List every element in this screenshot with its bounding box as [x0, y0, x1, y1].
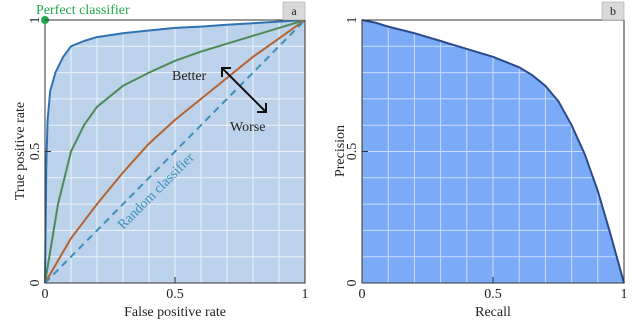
roc-curves [44, 19, 306, 284]
roc-curve-middle [44, 19, 306, 284]
panel-label-b: b [610, 4, 616, 18]
worse-label: Worse [230, 120, 265, 135]
perfect-classifier-label: Perfect classifier [36, 3, 130, 18]
pr-y-axis-label: Precision [333, 125, 348, 177]
roc-panel: a Perfect classifier Random classifier B… [13, 1, 309, 320]
pr-y-tick-label: 0 [345, 280, 360, 287]
pr-y-tick-label: 1 [345, 17, 360, 24]
pr-y-tick-label: 0.5 [345, 143, 360, 161]
pr-x-tick-labels: 0 0.5 1 [359, 277, 628, 302]
pr-grid [362, 20, 624, 283]
random-classifier-line [44, 19, 306, 284]
roc-x-tick-labels: 0 0.5 1 [42, 277, 309, 302]
roc-curve-best [44, 19, 306, 284]
better-label: Better [172, 69, 207, 84]
better-worse-arrow [221, 67, 267, 113]
roc-x-tick-label: 0.5 [166, 287, 184, 302]
roc-y-tick-label: 0 [28, 280, 43, 287]
panel-label-b-box [601, 1, 625, 21]
panel-label-a: a [291, 4, 297, 18]
roc-y-tick-labels: 00.51 [28, 17, 51, 287]
roc-y-tick-label: 1 [28, 17, 43, 24]
pr-x-tick-label: 0.5 [484, 287, 502, 302]
roc-curve-worst [44, 19, 306, 284]
roc-x-tick-label: 1 [302, 287, 309, 302]
pr-x-axis-label: Recall [475, 305, 511, 320]
precision-recall-panel: b 0 0.5 1 00.51 Recall Precision [333, 1, 628, 320]
roc-y-axis-label: True positive rate [13, 102, 28, 200]
pr-x-tick-label: 1 [621, 287, 628, 302]
pr-curve [361, 19, 625, 284]
panel-label-a-box [282, 1, 306, 21]
roc-x-axis-label: False positive rate [124, 305, 226, 320]
roc-x-tick-label: 0 [42, 287, 49, 302]
pr-x-tick-label: 0 [359, 287, 366, 302]
roc-y-tick-label: 0.5 [28, 143, 43, 161]
pr-y-tick-labels: 00.51 [345, 17, 368, 287]
